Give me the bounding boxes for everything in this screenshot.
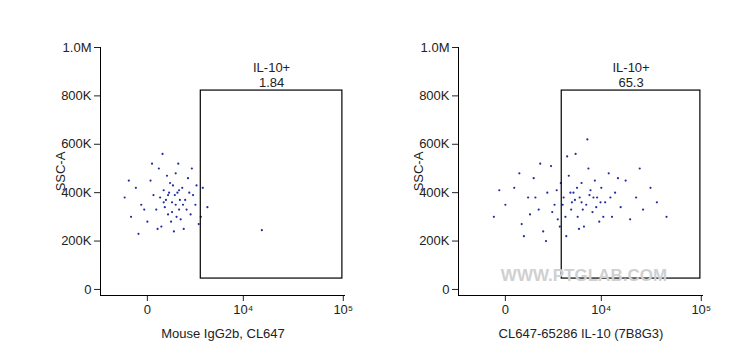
svg-text:0: 0 xyxy=(502,302,509,317)
svg-text:200K: 200K xyxy=(61,233,92,248)
svg-text:800K: 800K xyxy=(419,88,450,103)
svg-text:600K: 600K xyxy=(419,136,450,151)
svg-text:10⁴: 10⁴ xyxy=(591,302,611,317)
svg-text:400K: 400K xyxy=(419,184,450,200)
svg-text:CL647-65286 IL-10 (7B8G3): CL647-65286 IL-10 (7B8G3) xyxy=(499,326,664,341)
svg-text:0: 0 xyxy=(144,302,151,317)
svg-text:10⁴: 10⁴ xyxy=(233,302,253,317)
svg-text:600K: 600K xyxy=(61,136,92,151)
svg-text:0: 0 xyxy=(84,282,91,297)
svg-text:IL-10+: IL-10+ xyxy=(612,60,649,75)
svg-text:SSC-A: SSC-A xyxy=(53,151,68,191)
svg-text:IL-10+: IL-10+ xyxy=(253,60,290,75)
svg-text:200K: 200K xyxy=(419,233,450,248)
svg-text:WWW.PTGLAB.COM: WWW.PTGLAB.COM xyxy=(501,266,667,285)
svg-text:Mouse IgG2b, CL647: Mouse IgG2b, CL647 xyxy=(161,326,285,341)
svg-text:400K: 400K xyxy=(61,184,92,200)
svg-text:1.0M: 1.0M xyxy=(63,40,92,55)
svg-text:10⁵: 10⁵ xyxy=(691,302,711,317)
svg-text:1.0M: 1.0M xyxy=(421,40,450,55)
svg-text:10⁵: 10⁵ xyxy=(333,302,353,317)
svg-text:1.84: 1.84 xyxy=(259,75,284,90)
svg-text:800K: 800K xyxy=(61,88,92,103)
svg-text:SSC-A: SSC-A xyxy=(411,151,426,191)
svg-text:0: 0 xyxy=(442,282,449,297)
svg-text:65.3: 65.3 xyxy=(618,75,643,90)
